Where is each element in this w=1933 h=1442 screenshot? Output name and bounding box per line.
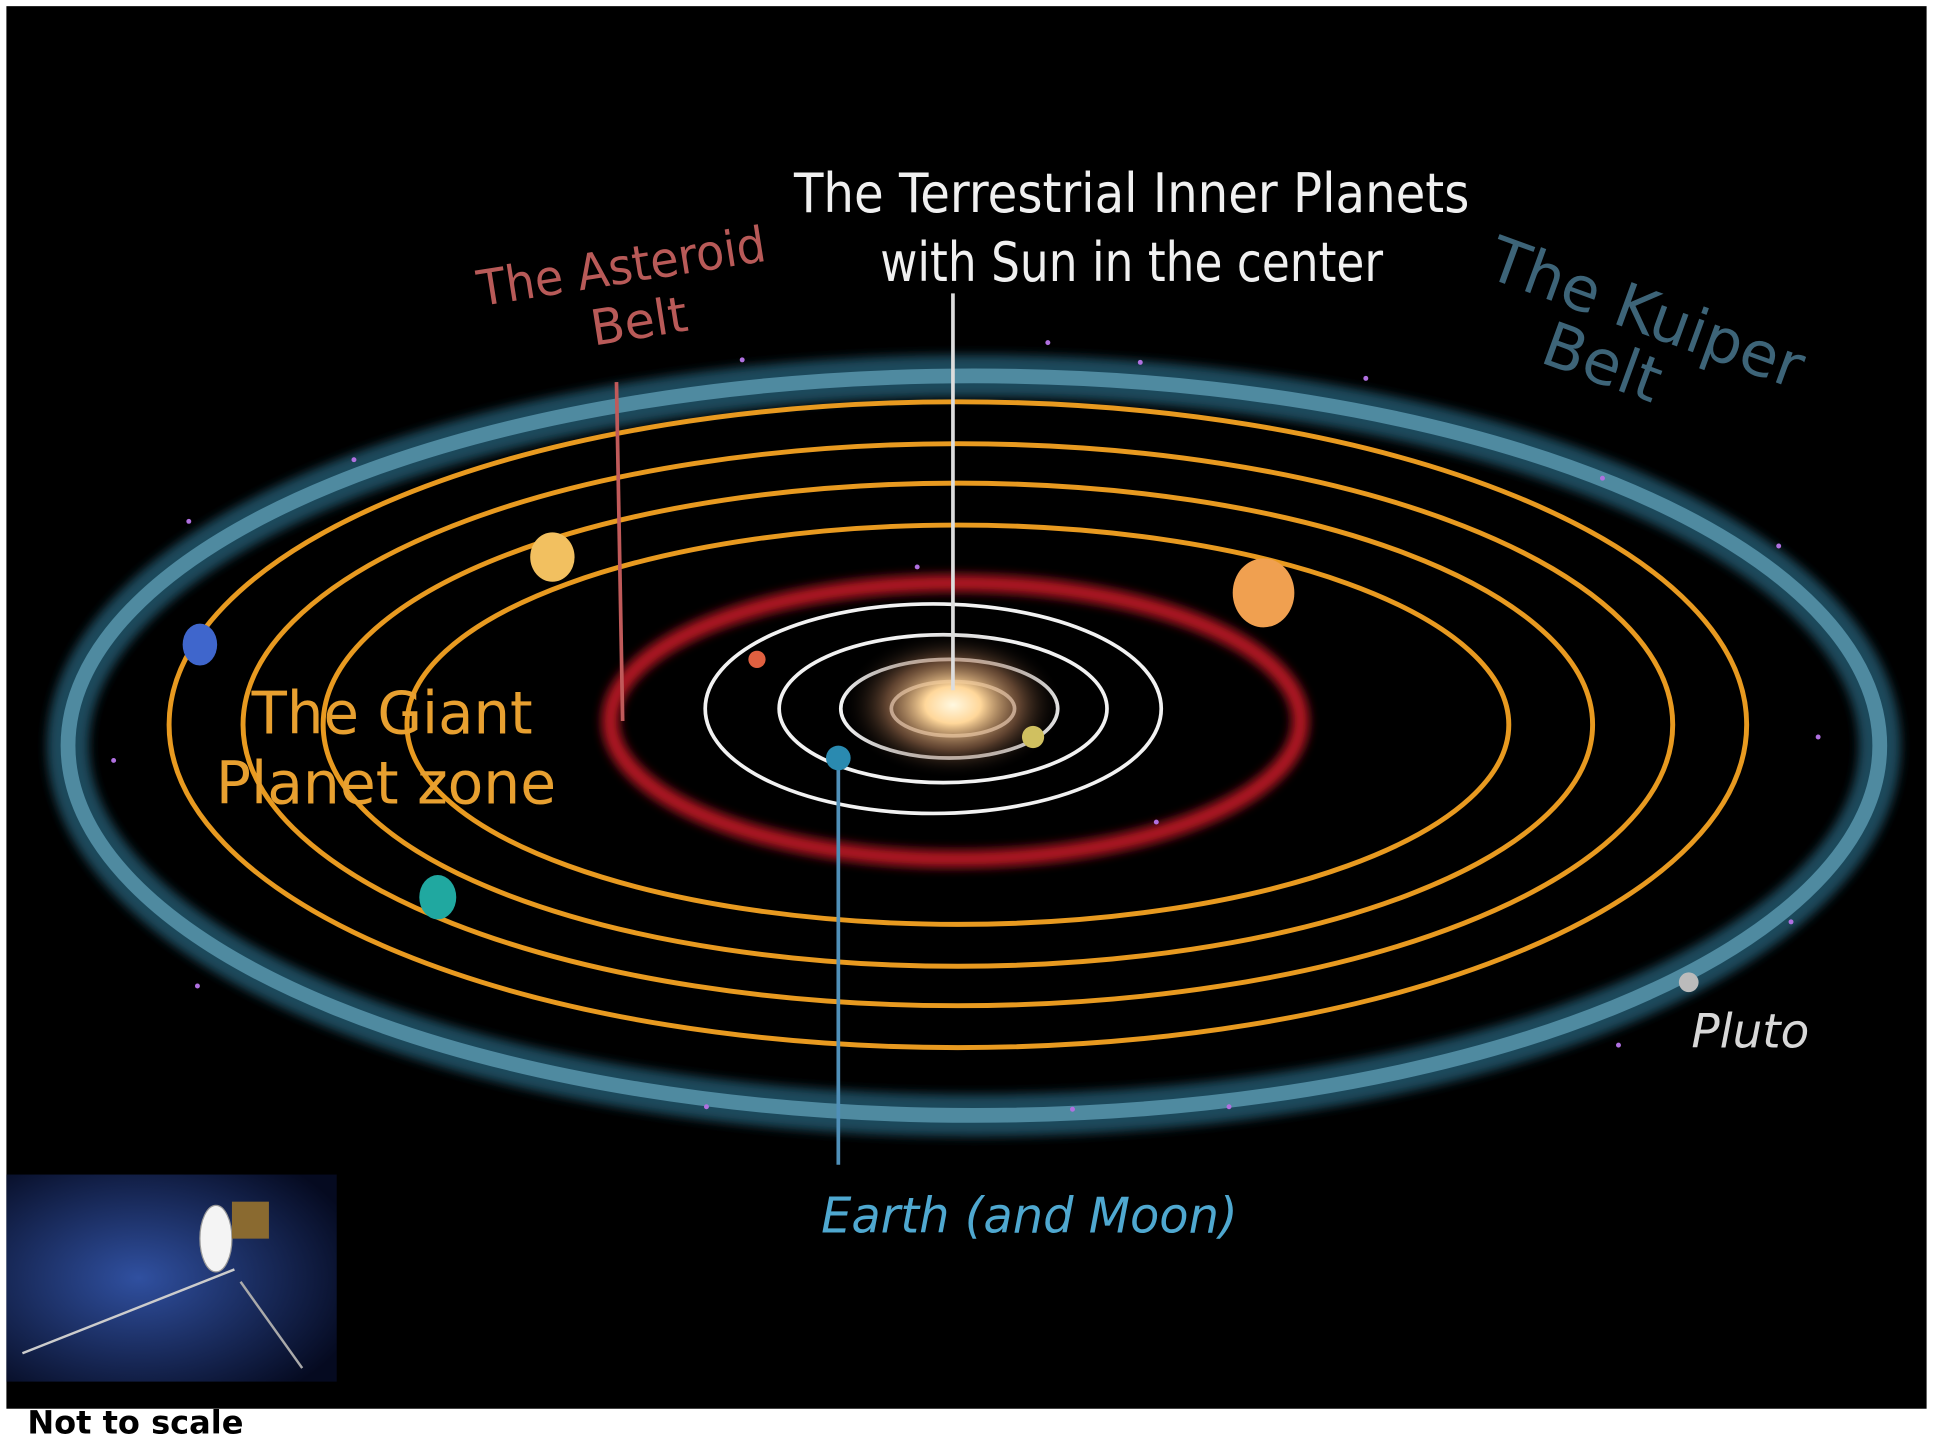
label: Planet zone	[216, 749, 556, 818]
caption: Not to scale	[27, 1403, 243, 1441]
planet	[826, 746, 851, 771]
label: The Giant	[251, 678, 533, 747]
planet	[1022, 726, 1044, 748]
label: The Terrestrial Inner Planets	[793, 162, 1469, 225]
planet	[748, 651, 765, 668]
label: Pluto	[1691, 1006, 1809, 1060]
planet	[530, 532, 574, 581]
dish	[200, 1205, 232, 1272]
label: with Sun in the center	[880, 231, 1383, 294]
solar-system-diagram: The Terrestrial Inner Planets with Sun i…	[0, 0, 1933, 1442]
planet	[1233, 558, 1295, 627]
body	[232, 1202, 269, 1239]
planet	[419, 875, 456, 919]
planet	[1679, 972, 1699, 992]
page: {"labels": { "terrestrial": ["The Terres…	[0, 0, 1933, 1442]
planet	[183, 624, 218, 666]
spacecraft-inset	[6, 1175, 336, 1382]
inset-background	[6, 1175, 336, 1382]
label: Earth (and Moon)	[821, 1186, 1238, 1244]
